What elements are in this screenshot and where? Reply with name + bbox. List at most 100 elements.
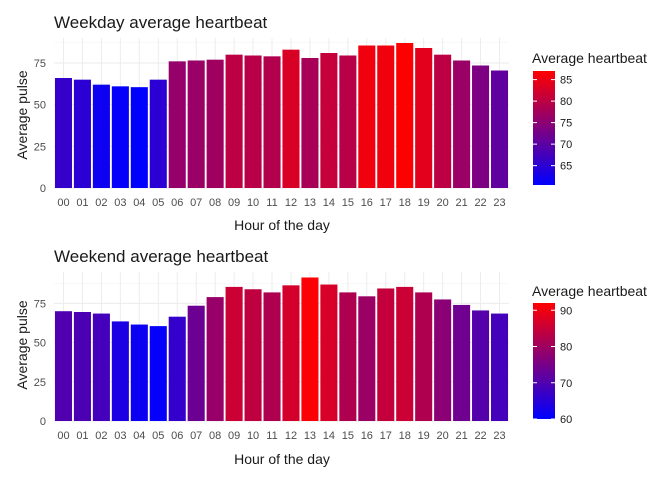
bar-00 bbox=[54, 78, 73, 188]
x-tick-label: 20 bbox=[437, 430, 449, 442]
x-tick-label: 08 bbox=[209, 197, 221, 209]
x-tick-label: 13 bbox=[304, 197, 316, 209]
x-tick-label: 10 bbox=[247, 197, 259, 209]
bar-13 bbox=[301, 277, 319, 421]
bar-23 bbox=[490, 313, 509, 421]
bar-08 bbox=[206, 59, 224, 188]
bar-14 bbox=[320, 53, 338, 188]
x-tick-label: 22 bbox=[474, 430, 486, 442]
x-tick-label: 20 bbox=[437, 197, 449, 209]
legend-tick-label: 80 bbox=[560, 342, 572, 354]
legend-tick-label: 85 bbox=[560, 75, 572, 87]
bar-16 bbox=[358, 45, 376, 188]
bar-05 bbox=[149, 79, 167, 188]
bar-00 bbox=[54, 311, 73, 421]
x-tick-label: 01 bbox=[76, 197, 88, 209]
y-tick-label: 50 bbox=[34, 100, 46, 112]
x-tick-label: 02 bbox=[95, 430, 107, 442]
x-axis-title: Hour of the day bbox=[234, 451, 330, 467]
legend-title: Average heartbeat bbox=[532, 50, 647, 66]
bar-21 bbox=[453, 304, 471, 421]
x-tick-label: 15 bbox=[342, 197, 354, 209]
legend-ticks: 60 70 80 90 bbox=[533, 305, 572, 426]
bar-10 bbox=[244, 289, 262, 421]
bar-16 bbox=[358, 296, 376, 421]
y-tick-label: 0 bbox=[40, 183, 46, 195]
x-tick-label: 07 bbox=[190, 197, 202, 209]
bar-22 bbox=[472, 65, 490, 188]
x-tick-label: 06 bbox=[171, 197, 183, 209]
x-tick-label: 15 bbox=[342, 430, 354, 442]
x-tick-labels: 00 01 02 03 04 05 06 07 08 09 10 11 12 13 14 15 16 17 18 19… bbox=[57, 197, 505, 209]
bar-07 bbox=[187, 305, 205, 421]
x-axis-title: Hour of the day bbox=[234, 217, 330, 233]
legend-tick-label: 90 bbox=[560, 305, 572, 317]
chart-title: Weekday average heartbeat bbox=[54, 13, 268, 32]
chart-title: Weekend average heartbeat bbox=[54, 247, 269, 266]
x-tick-label: 12 bbox=[285, 430, 297, 442]
weekday-chart: Weekday average heartbeat 0 25 50 75 00 01 02… bbox=[14, 13, 647, 233]
bar-03 bbox=[111, 321, 129, 421]
weekend-chart: Weekend average heartbeat 0 25 50 75 00 01 02… bbox=[14, 247, 647, 467]
y-tick-label: 25 bbox=[34, 141, 46, 153]
legend-title: Average heartbeat bbox=[532, 283, 647, 299]
x-tick-label: 03 bbox=[114, 197, 126, 209]
x-tick-label: 17 bbox=[380, 197, 392, 209]
x-tick-label: 08 bbox=[209, 430, 221, 442]
y-tick-label: 75 bbox=[34, 298, 46, 310]
bar-14 bbox=[320, 284, 338, 421]
legend-tick-label: 60 bbox=[560, 414, 572, 426]
x-tick-label: 21 bbox=[455, 197, 467, 209]
legend-ticks: 65 70 75 80 85 bbox=[533, 75, 572, 173]
y-tick-labels: 0 25 50 75 bbox=[34, 298, 46, 428]
x-tick-label: 14 bbox=[323, 430, 335, 442]
bar-05 bbox=[149, 326, 167, 421]
x-tick-label: 02 bbox=[95, 197, 107, 209]
y-tick-label: 25 bbox=[34, 377, 46, 389]
bar-22 bbox=[472, 310, 490, 421]
y-axis-title: Average pulse bbox=[14, 70, 30, 159]
x-tick-label: 00 bbox=[57, 430, 69, 442]
y-tick-labels: 0 25 50 75 bbox=[34, 58, 46, 195]
x-tick-label: 07 bbox=[190, 430, 202, 442]
bar-06 bbox=[168, 61, 186, 189]
bar-12 bbox=[282, 49, 300, 188]
x-tick-label: 04 bbox=[133, 197, 145, 209]
x-tick-label: 23 bbox=[493, 430, 505, 442]
bar-02 bbox=[92, 313, 110, 421]
bar-23 bbox=[490, 70, 509, 188]
bar-11 bbox=[263, 292, 281, 421]
bar-03 bbox=[111, 86, 129, 188]
bar-17 bbox=[377, 45, 395, 188]
x-tick-label: 03 bbox=[114, 430, 126, 442]
x-tick-label: 16 bbox=[361, 197, 373, 209]
bar-09 bbox=[225, 54, 243, 188]
x-tick-label: 14 bbox=[323, 197, 335, 209]
x-tick-label: 18 bbox=[399, 430, 411, 442]
bar-06 bbox=[168, 316, 186, 421]
x-tick-label: 17 bbox=[380, 430, 392, 442]
x-tick-label: 05 bbox=[152, 197, 164, 209]
legend-colorbar bbox=[533, 71, 555, 185]
y-axis-title: Average pulse bbox=[14, 300, 30, 389]
legend-tick-label: 80 bbox=[560, 96, 572, 108]
legend-tick-label: 70 bbox=[560, 378, 572, 390]
x-tick-label: 23 bbox=[493, 197, 505, 209]
x-tick-label: 12 bbox=[285, 197, 297, 209]
legend-tick-label: 65 bbox=[560, 161, 572, 173]
bar-07 bbox=[187, 60, 205, 188]
bar-11 bbox=[263, 56, 281, 189]
legend-tick-label: 70 bbox=[560, 139, 572, 151]
legend: Average heartbeat 65 70 75 80 85 bbox=[532, 50, 647, 185]
x-tick-label: 16 bbox=[361, 430, 373, 442]
x-tick-label: 01 bbox=[76, 430, 88, 442]
bar-02 bbox=[92, 84, 110, 188]
bars bbox=[54, 43, 509, 189]
x-tick-label: 10 bbox=[247, 430, 259, 442]
bar-15 bbox=[339, 292, 357, 421]
x-tick-label: 04 bbox=[133, 430, 145, 442]
bar-18 bbox=[396, 286, 414, 421]
bar-20 bbox=[434, 54, 452, 188]
y-tick-label: 50 bbox=[34, 338, 46, 350]
bar-01 bbox=[73, 311, 91, 421]
